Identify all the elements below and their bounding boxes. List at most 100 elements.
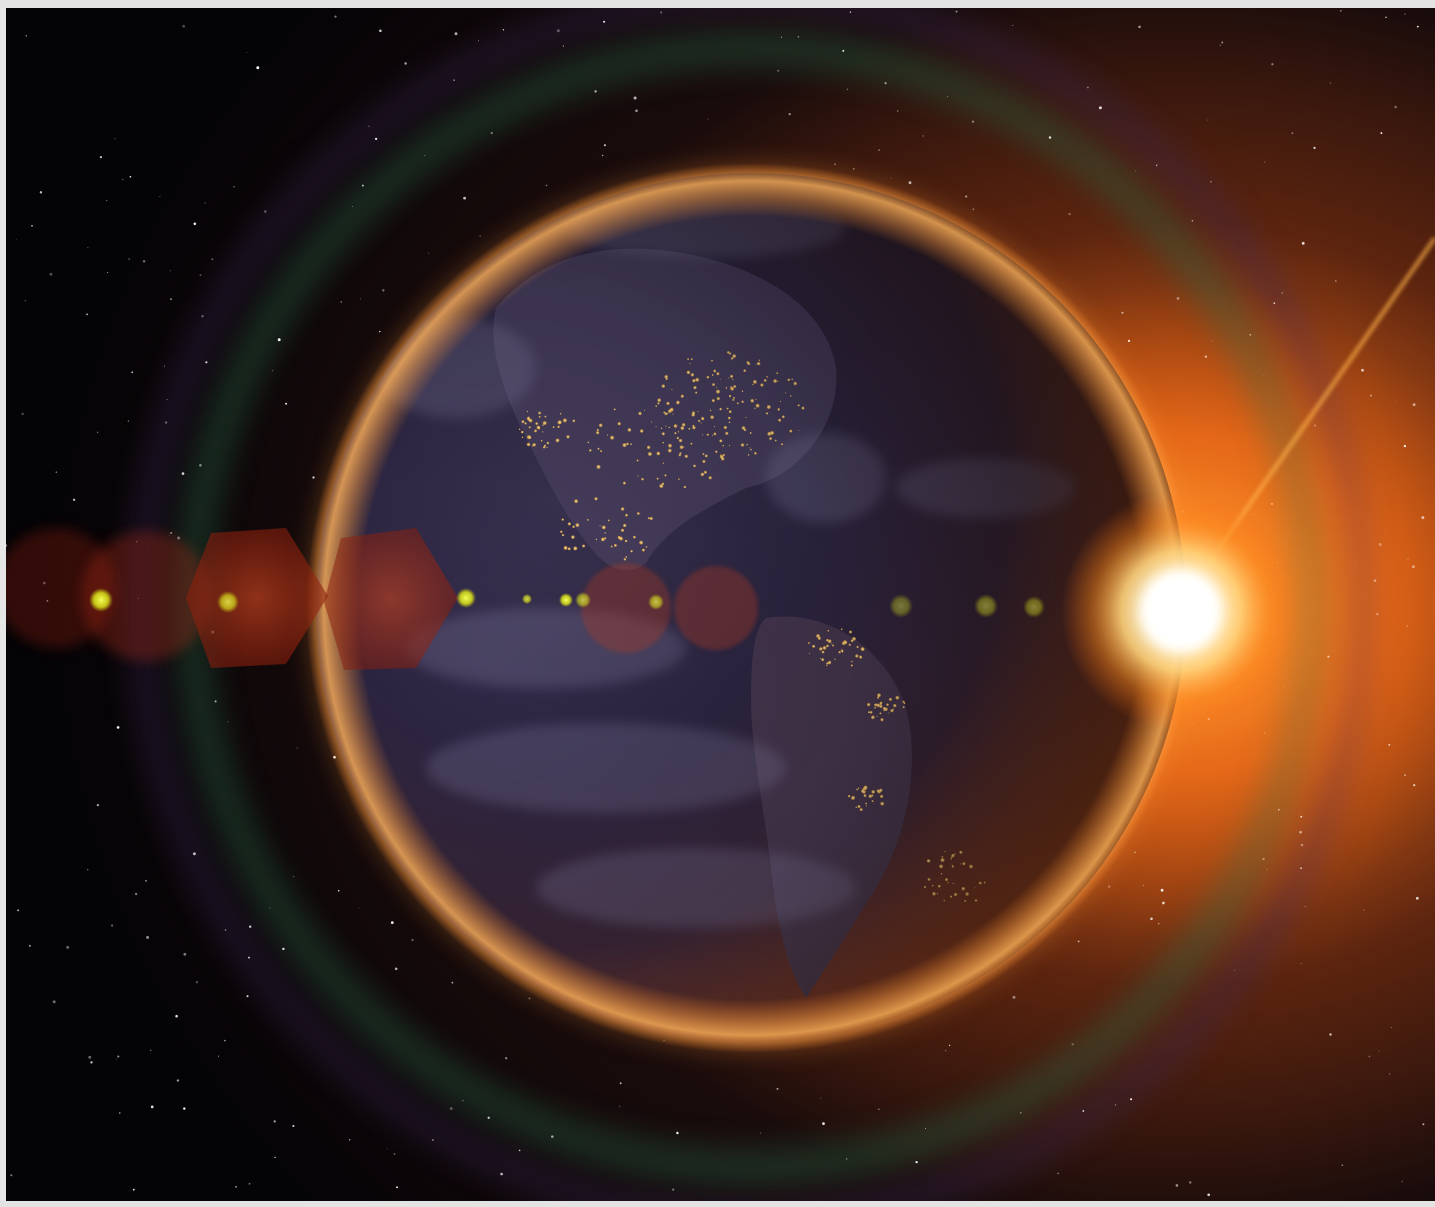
- star: [349, 1139, 351, 1141]
- star: [1329, 1033, 1332, 1036]
- star: [1188, 1181, 1192, 1184]
- star: [334, 15, 337, 18]
- star: [1191, 220, 1194, 222]
- star: [925, 1127, 926, 1129]
- star: [846, 88, 849, 91]
- star: [386, 1148, 388, 1150]
- star: [431, 1138, 434, 1142]
- star: [846, 1158, 848, 1160]
- star: [390, 921, 394, 924]
- star: [633, 96, 637, 100]
- star: [1138, 25, 1141, 29]
- star: [358, 907, 360, 909]
- star: [603, 20, 606, 23]
- star: [337, 889, 340, 892]
- star: [1329, 82, 1331, 84]
- star: [182, 24, 185, 28]
- star: [427, 252, 429, 254]
- star: [110, 924, 114, 927]
- star: [248, 1182, 251, 1185]
- star: [393, 1153, 396, 1155]
- star: [676, 1131, 679, 1135]
- star: [797, 35, 800, 38]
- top-border: [0, 0, 1435, 8]
- star: [1341, 1164, 1344, 1167]
- star: [1048, 136, 1052, 139]
- star: [21, 412, 24, 416]
- star: [201, 315, 204, 318]
- star: [17, 909, 19, 912]
- star: [382, 289, 385, 292]
- star: [1300, 962, 1302, 964]
- star: [169, 270, 171, 272]
- star: [603, 144, 606, 147]
- flare-hexagon: [324, 528, 458, 670]
- star: [463, 196, 467, 200]
- star: [660, 11, 663, 14]
- star: [411, 938, 414, 942]
- star: [87, 246, 89, 249]
- star: [1219, 44, 1221, 46]
- star: [1082, 1110, 1085, 1112]
- star: [1416, 25, 1419, 28]
- star: [224, 1039, 226, 1042]
- star: [205, 361, 208, 364]
- star: [296, 747, 298, 749]
- star: [227, 721, 229, 723]
- star: [971, 120, 975, 123]
- star: [479, 235, 481, 237]
- star: [273, 1120, 276, 1123]
- star: [556, 29, 560, 33]
- star: [132, 1188, 135, 1191]
- star: [246, 995, 249, 998]
- star: [972, 208, 974, 210]
- star: [878, 1108, 880, 1110]
- star: [114, 138, 116, 140]
- star: [955, 10, 958, 13]
- star: [166, 398, 168, 401]
- star: [788, 112, 791, 116]
- star: [122, 179, 124, 181]
- star: [1335, 280, 1337, 282]
- star: [1271, 63, 1274, 66]
- star: [199, 464, 202, 467]
- star: [1301, 241, 1305, 245]
- star: [361, 184, 364, 187]
- star: [760, 1132, 762, 1134]
- star: [211, 258, 214, 261]
- star: [312, 476, 315, 479]
- star: [115, 1058, 117, 1060]
- star: [235, 1185, 238, 1188]
- star: [601, 154, 604, 157]
- star: [707, 118, 709, 120]
- star: [528, 997, 531, 1000]
- star: [1388, 1073, 1391, 1075]
- star: [145, 880, 147, 882]
- star: [248, 925, 252, 928]
- star: [776, 1087, 779, 1090]
- star: [106, 200, 108, 202]
- star: [199, 274, 202, 276]
- star: [834, 163, 836, 166]
- star: [177, 536, 181, 540]
- star: [1068, 212, 1071, 216]
- star: [86, 313, 89, 316]
- star: [88, 1055, 92, 1059]
- star: [24, 300, 26, 302]
- star: [490, 131, 493, 135]
- star: [1281, 291, 1284, 294]
- star: [1378, 1050, 1380, 1052]
- star: [1390, 1027, 1392, 1028]
- star: [159, 195, 161, 198]
- star: [462, 1099, 464, 1102]
- star: [352, 205, 354, 207]
- star: [1087, 86, 1089, 89]
- star: [1404, 13, 1406, 15]
- star: [820, 1097, 822, 1099]
- star: [277, 338, 281, 342]
- star: [31, 225, 33, 227]
- star: [246, 52, 248, 54]
- star: [146, 935, 150, 939]
- star: [1012, 24, 1014, 26]
